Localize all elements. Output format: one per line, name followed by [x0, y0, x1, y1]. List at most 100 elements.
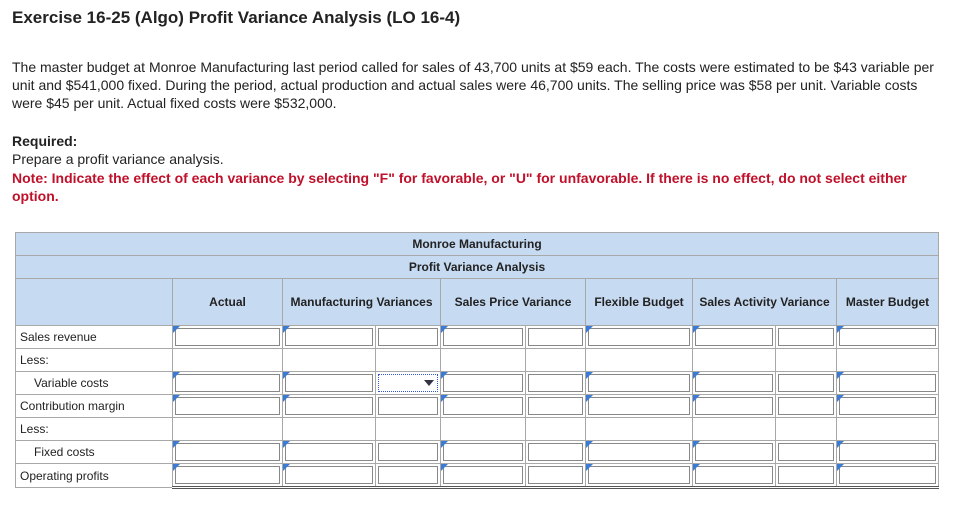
amount-input[interactable]	[443, 374, 523, 392]
column-header: Actual	[172, 278, 283, 326]
fu-select[interactable]	[378, 397, 438, 415]
input-cell[interactable]	[836, 394, 939, 418]
fu-select[interactable]	[778, 443, 834, 461]
amount-input[interactable]	[175, 328, 280, 346]
amount-input[interactable]	[695, 466, 773, 484]
dropdown-arrow[interactable]	[424, 380, 434, 386]
fu-select[interactable]	[378, 374, 438, 392]
fu-select-cell[interactable]	[525, 394, 586, 418]
input-cell[interactable]	[585, 394, 693, 418]
fu-select[interactable]	[378, 328, 438, 346]
amount-input[interactable]	[695, 443, 773, 461]
input-cell[interactable]	[440, 325, 526, 349]
table-row: Sales revenue	[15, 325, 939, 349]
input-cell[interactable]	[282, 463, 376, 489]
input-cell[interactable]	[585, 325, 693, 349]
fu-select[interactable]	[528, 443, 583, 461]
amount-input[interactable]	[588, 443, 690, 461]
input-marker	[283, 464, 290, 471]
fu-select-cell[interactable]	[775, 371, 837, 395]
input-cell[interactable]	[585, 440, 693, 464]
fu-select-cell[interactable]	[525, 463, 586, 489]
amount-input[interactable]	[175, 466, 280, 484]
input-cell[interactable]	[282, 394, 376, 418]
amount-input[interactable]	[588, 328, 690, 346]
fu-select[interactable]	[528, 466, 583, 484]
amount-input[interactable]	[175, 374, 280, 392]
amount-input[interactable]	[695, 328, 773, 346]
amount-input[interactable]	[443, 328, 523, 346]
amount-input[interactable]	[443, 443, 523, 461]
input-cell[interactable]	[282, 440, 376, 464]
input-cell[interactable]	[692, 325, 776, 349]
amount-input[interactable]	[588, 397, 690, 415]
amount-input[interactable]	[285, 443, 373, 461]
fu-select-cell[interactable]	[525, 325, 586, 349]
fu-select-cell[interactable]	[375, 325, 441, 349]
amount-input[interactable]	[285, 466, 373, 484]
amount-input[interactable]	[175, 443, 280, 461]
fu-select-cell[interactable]	[775, 440, 837, 464]
row-label: Contribution margin	[15, 394, 173, 418]
problem-text: The master budget at Monroe Manufacturin…	[12, 59, 934, 111]
empty-cell	[440, 417, 526, 441]
input-cell[interactable]	[692, 371, 776, 395]
input-cell[interactable]	[836, 371, 939, 395]
variance-table: Monroe Manufacturing Profit Variance Ana…	[15, 232, 939, 489]
fu-select-cell[interactable]	[775, 325, 837, 349]
fu-select[interactable]	[378, 443, 438, 461]
input-cell[interactable]	[440, 371, 526, 395]
fu-select-cell[interactable]	[525, 371, 586, 395]
input-cell[interactable]	[440, 440, 526, 464]
input-cell[interactable]	[172, 371, 283, 395]
fu-select-cell[interactable]	[775, 463, 837, 489]
fu-select[interactable]	[778, 466, 834, 484]
amount-input[interactable]	[839, 466, 936, 484]
input-cell[interactable]	[692, 440, 776, 464]
input-cell[interactable]	[585, 463, 693, 489]
fu-select-cell[interactable]	[375, 440, 441, 464]
input-cell[interactable]	[836, 440, 939, 464]
input-cell[interactable]	[440, 394, 526, 418]
fu-select[interactable]	[378, 466, 438, 484]
amount-input[interactable]	[443, 397, 523, 415]
input-cell[interactable]	[172, 325, 283, 349]
input-cell[interactable]	[172, 394, 283, 418]
input-marker	[693, 372, 700, 379]
amount-input[interactable]	[285, 328, 373, 346]
input-cell[interactable]	[172, 440, 283, 464]
input-cell[interactable]	[585, 371, 693, 395]
amount-input[interactable]	[695, 374, 773, 392]
amount-input[interactable]	[588, 374, 690, 392]
fu-select[interactable]	[778, 374, 834, 392]
fu-select[interactable]	[778, 397, 834, 415]
fu-select[interactable]	[528, 397, 583, 415]
amount-input[interactable]	[285, 374, 373, 392]
fu-select[interactable]	[528, 328, 583, 346]
input-cell[interactable]	[440, 463, 526, 489]
fu-select[interactable]	[778, 328, 834, 346]
fu-select-cell[interactable]	[525, 440, 586, 464]
input-cell[interactable]	[282, 325, 376, 349]
amount-input[interactable]	[588, 466, 690, 484]
fu-select-cell[interactable]	[775, 394, 837, 418]
amount-input[interactable]	[695, 397, 773, 415]
input-cell[interactable]	[172, 463, 283, 489]
input-cell[interactable]	[692, 463, 776, 489]
empty-cell	[375, 417, 441, 441]
input-cell[interactable]	[836, 463, 939, 489]
amount-input[interactable]	[839, 328, 936, 346]
input-cell[interactable]	[282, 371, 376, 395]
amount-input[interactable]	[839, 374, 936, 392]
fu-select-cell[interactable]	[375, 394, 441, 418]
amount-input[interactable]	[443, 466, 523, 484]
amount-input[interactable]	[175, 397, 280, 415]
amount-input[interactable]	[839, 397, 936, 415]
fu-select[interactable]	[528, 374, 583, 392]
input-cell[interactable]	[836, 325, 939, 349]
amount-input[interactable]	[285, 397, 373, 415]
amount-input[interactable]	[839, 443, 936, 461]
fu-select-cell[interactable]	[375, 371, 441, 395]
input-cell[interactable]	[692, 394, 776, 418]
fu-select-cell[interactable]	[375, 463, 441, 489]
